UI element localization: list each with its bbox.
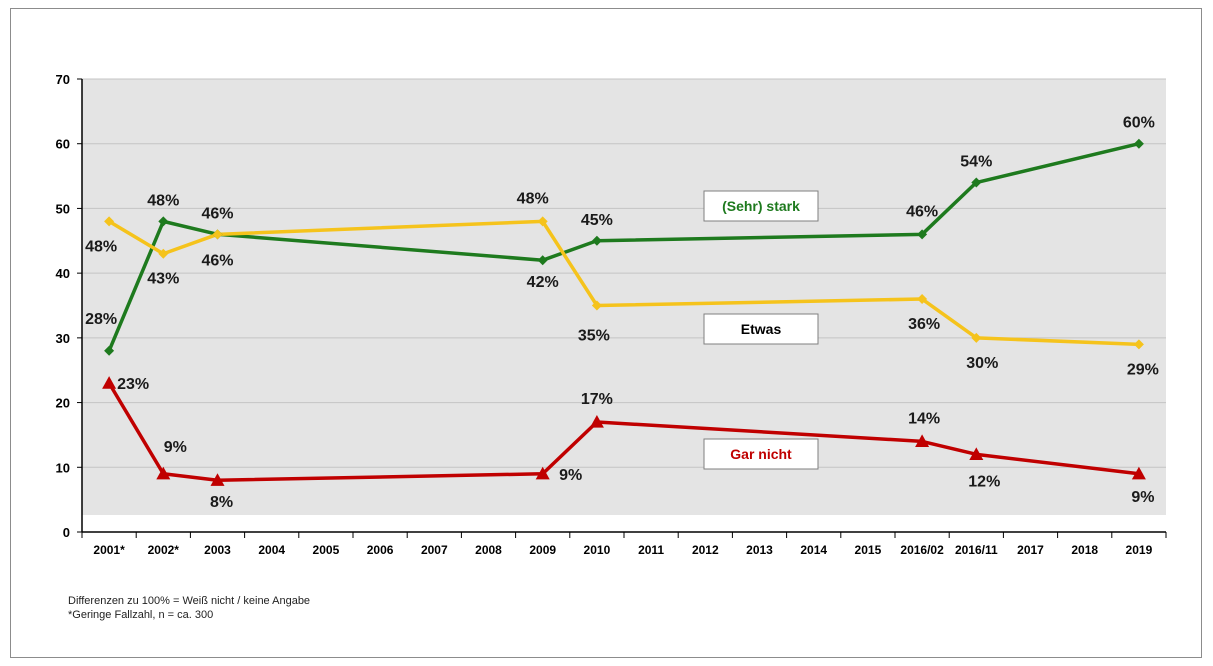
x-tick-label: 2017 <box>1017 543 1044 557</box>
data-label: 36% <box>908 316 940 333</box>
data-point <box>158 248 169 259</box>
x-tick-label: 2013 <box>746 543 773 557</box>
x-tick-label: 2016/11 <box>955 543 998 557</box>
data-label: 43% <box>147 271 179 288</box>
data-point <box>591 235 602 246</box>
data-point <box>104 345 115 356</box>
y-axis-ticks: 0 10 20 30 40 50 60 70 <box>56 72 82 540</box>
data-label: 42% <box>527 274 559 291</box>
data-point <box>915 434 930 447</box>
data-point <box>535 466 550 480</box>
data-label: 14% <box>908 410 940 427</box>
data-label: 46% <box>906 203 938 220</box>
data-point <box>591 300 602 311</box>
data-point <box>1133 339 1144 350</box>
data-label: 9% <box>559 467 582 484</box>
data-label: 17% <box>581 391 613 408</box>
x-tick-label: 2014 <box>800 543 827 557</box>
footnote-differences: Differenzen zu 100% = Weiß nicht / keine… <box>68 595 311 607</box>
x-tick-label: 2018 <box>1071 543 1098 557</box>
x-tick-label: 2009 <box>529 543 556 557</box>
data-point <box>537 216 548 227</box>
x-tick-label: 2006 <box>367 543 394 557</box>
x-tick-label: 2016/02 <box>900 543 944 557</box>
data-label: 29% <box>1127 361 1159 378</box>
data-label: 8% <box>210 494 233 511</box>
x-tick-label: 2015 <box>855 543 882 557</box>
x-tick-label: 2004 <box>258 543 285 557</box>
data-point <box>212 229 223 240</box>
data-label: 48% <box>517 190 549 207</box>
x-tick-label: 2005 <box>313 543 340 557</box>
series-line-1 <box>108 219 1139 347</box>
y-tick-label: 50 <box>56 201 70 216</box>
data-label: 45% <box>581 212 613 229</box>
legend: (Sehr) stark Etwas Gar nicht <box>703 190 819 470</box>
y-tick-label: 20 <box>56 396 70 411</box>
data-point <box>1133 138 1144 149</box>
data-point <box>537 255 548 266</box>
data-label: 23% <box>117 376 149 393</box>
data-point <box>917 294 928 305</box>
data-label: 30% <box>966 355 998 372</box>
legend-label: (Sehr) stark <box>722 198 800 214</box>
data-point <box>158 216 169 227</box>
series-lines <box>107 142 1140 482</box>
data-label: 46% <box>201 205 233 222</box>
legend-label: Etwas <box>741 321 782 337</box>
data-label: 9% <box>1131 489 1154 506</box>
data-point <box>969 447 984 460</box>
series-markers <box>102 138 1146 486</box>
data-label: 48% <box>147 192 179 209</box>
x-axis-ticks: 2001* 2002* 2003 2004 2005 2006 2007 2008 2009 20… <box>81 532 1167 557</box>
data-label: 9% <box>164 439 187 456</box>
y-tick-label: 70 <box>56 72 70 87</box>
data-point <box>971 177 982 188</box>
data-label: 48% <box>85 238 117 255</box>
y-tick-label: 10 <box>56 460 70 475</box>
legend-box <box>703 190 819 222</box>
footnotes: Differenzen zu 100% = Weiß nicht / keine… <box>68 594 310 622</box>
plot-background <box>82 79 1166 515</box>
y-tick-label: 30 <box>56 331 70 346</box>
series-line-2 <box>107 382 1140 482</box>
data-point <box>156 466 171 480</box>
data-point <box>1131 466 1146 480</box>
y-tick-label: 0 <box>63 525 70 540</box>
chart-frame: 0 10 20 30 40 50 60 70 2001* 2002* 2003 2004 2005 20… <box>10 8 1202 658</box>
data-label: 46% <box>201 252 233 269</box>
x-tick-label: 2003 <box>204 543 231 557</box>
legend-box <box>703 313 819 345</box>
data-point <box>102 376 117 389</box>
data-labels: 28% 48% 46% 42% 45% 46% 54% 60% 48% 43% 46% 48% 35% 3… <box>85 115 1159 512</box>
x-tick-label: 2007 <box>421 543 448 557</box>
data-label: 54% <box>960 154 992 171</box>
data-label: 60% <box>1123 115 1155 132</box>
data-point <box>210 473 225 486</box>
footnote-sample-size: *Geringe Fallzahl, n = ca. 300 <box>68 609 214 621</box>
x-tick-label: 2011 <box>638 543 664 557</box>
x-tick-label: 2019 <box>1126 543 1153 557</box>
legend-label: Gar nicht <box>730 446 792 462</box>
data-point <box>589 414 604 428</box>
y-tick-label: 60 <box>56 137 70 152</box>
y-tick-label: 40 <box>56 266 70 281</box>
data-label: 28% <box>85 311 117 328</box>
x-tick-label: 2010 <box>584 543 611 557</box>
plot-area <box>82 79 1166 515</box>
x-tick-label: 2002* <box>148 543 180 557</box>
data-label: 12% <box>968 473 1000 490</box>
data-point <box>917 229 928 240</box>
x-tick-label: 2008 <box>475 543 502 557</box>
data-label: 35% <box>578 328 610 345</box>
data-point <box>104 216 115 227</box>
series-line-0 <box>107 142 1140 352</box>
grid-lines <box>82 78 1166 468</box>
x-tick-label: 2001* <box>93 543 125 557</box>
legend-box <box>703 438 819 470</box>
data-point <box>971 332 982 343</box>
x-tick-label: 2012 <box>692 543 719 557</box>
